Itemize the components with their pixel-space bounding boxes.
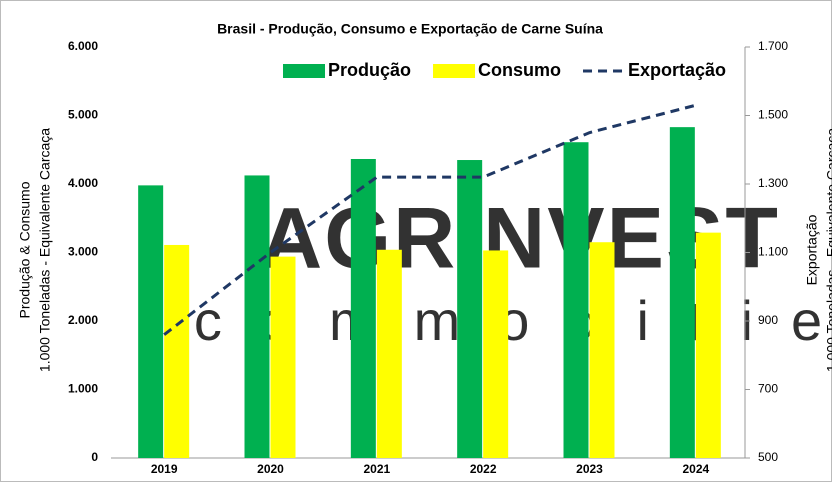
bar xyxy=(164,245,189,458)
y-axis-title: 1.000 Toneladas - Equivalente Carcaça xyxy=(37,128,53,372)
y2-axis-title: Exportação xyxy=(804,214,820,285)
y-tick-label: 2.000 xyxy=(68,313,98,327)
legend-label: Produção xyxy=(328,60,411,80)
bar xyxy=(590,242,615,458)
bar xyxy=(245,175,270,458)
bar xyxy=(483,250,508,458)
y2-tick-label: 1.500 xyxy=(758,108,788,122)
chart: Brasil - Produção, Consumo e Exportação … xyxy=(0,0,832,482)
y2-tick-label: 1.700 xyxy=(758,39,788,53)
x-tick-label: 2024 xyxy=(682,462,709,476)
y-tick-label: 0 xyxy=(91,450,98,464)
bar xyxy=(351,159,376,458)
y-tick-label: 3.000 xyxy=(68,245,98,259)
y-tick-label: 6.000 xyxy=(68,39,98,53)
bar xyxy=(271,257,296,458)
bar xyxy=(670,127,695,458)
y2-axis-title: 1.000 Toneladas - Equivalente Carcaça xyxy=(824,128,832,372)
bar xyxy=(564,142,589,458)
bar xyxy=(457,160,482,458)
legend-swatch xyxy=(283,64,325,78)
bar xyxy=(377,250,402,458)
y2-tick-label: 1.100 xyxy=(758,245,788,259)
bar xyxy=(138,185,163,458)
y-axis-title: Produção & Consumo xyxy=(17,181,33,318)
y2-tick-label: 900 xyxy=(758,313,778,327)
chart-title: Brasil - Produção, Consumo e Exportação … xyxy=(217,21,603,37)
x-tick-label: 2019 xyxy=(151,462,178,476)
x-tick-label: 2020 xyxy=(257,462,284,476)
y2-tick-label: 700 xyxy=(758,382,778,396)
legend-label: Exportação xyxy=(628,60,726,80)
y-tick-label: 5.000 xyxy=(68,108,98,122)
y-tick-label: 1.000 xyxy=(68,382,98,396)
x-tick-label: 2023 xyxy=(576,462,603,476)
bar xyxy=(696,233,721,458)
x-tick-label: 2021 xyxy=(363,462,390,476)
legend-label: Consumo xyxy=(478,60,561,80)
legend-swatch xyxy=(433,64,475,78)
y2-tick-label: 500 xyxy=(758,450,778,464)
y2-tick-label: 1.300 xyxy=(758,176,788,190)
x-tick-label: 2022 xyxy=(470,462,497,476)
y-tick-label: 4.000 xyxy=(68,176,98,190)
